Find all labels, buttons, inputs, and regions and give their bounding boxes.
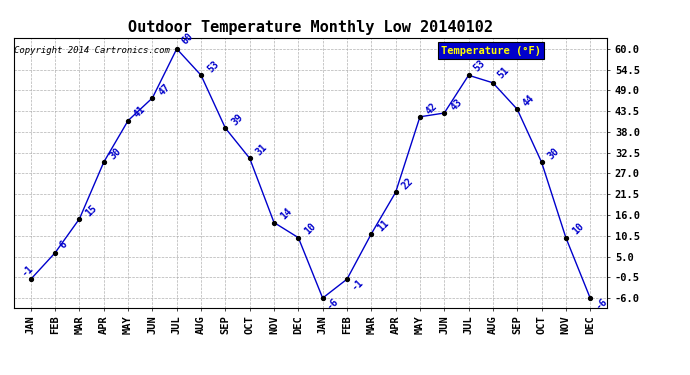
Text: 6: 6 <box>58 239 69 250</box>
Text: 31: 31 <box>254 142 269 158</box>
Text: 14: 14 <box>278 206 293 222</box>
Text: 10: 10 <box>570 222 585 237</box>
Text: 41: 41 <box>132 104 148 120</box>
Text: -1: -1 <box>20 263 35 278</box>
Text: -6: -6 <box>594 296 610 311</box>
Text: 43: 43 <box>448 97 464 112</box>
Text: 30: 30 <box>108 146 124 161</box>
Text: -6: -6 <box>326 296 341 311</box>
Text: 53: 53 <box>471 58 486 73</box>
Text: 11: 11 <box>375 218 391 233</box>
Text: 15: 15 <box>83 202 99 218</box>
Text: 30: 30 <box>546 146 561 161</box>
Title: Outdoor Temperature Monthly Low 20140102: Outdoor Temperature Monthly Low 20140102 <box>128 20 493 35</box>
Text: 53: 53 <box>205 59 221 75</box>
Text: -1: -1 <box>350 277 365 292</box>
Text: 51: 51 <box>495 65 511 81</box>
Text: 47: 47 <box>157 82 172 97</box>
Text: Copyright 2014 Cartronics.com: Copyright 2014 Cartronics.com <box>14 46 170 55</box>
Text: 39: 39 <box>230 112 245 128</box>
Text: 60: 60 <box>179 31 195 46</box>
Text: Temperature (°F): Temperature (°F) <box>441 46 541 56</box>
Text: 42: 42 <box>424 100 440 116</box>
Text: 22: 22 <box>400 176 415 192</box>
Text: 44: 44 <box>522 93 537 108</box>
Text: 10: 10 <box>302 222 318 237</box>
